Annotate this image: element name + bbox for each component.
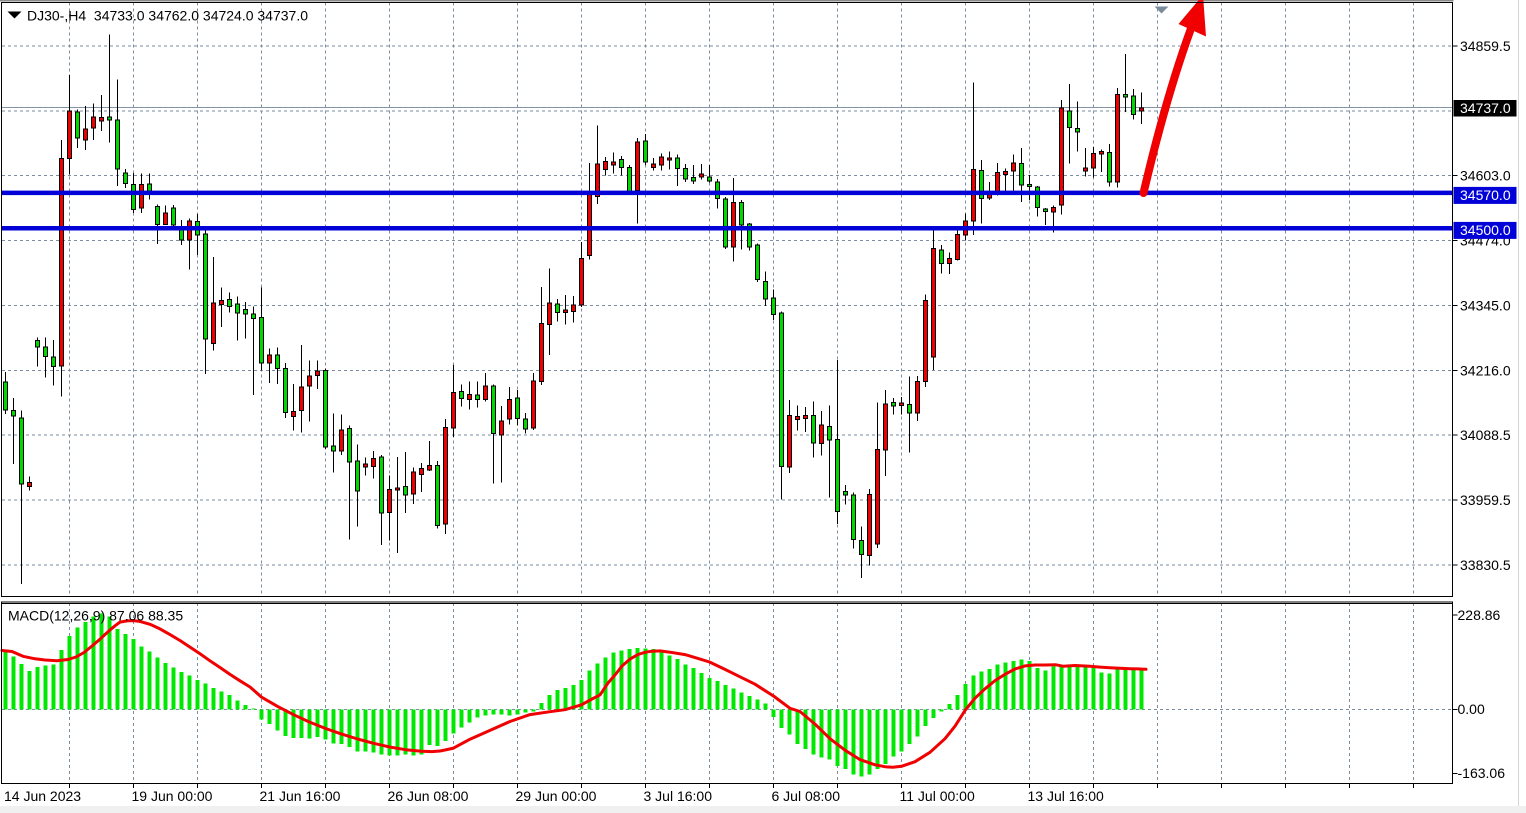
svg-text:33830.5: 33830.5 [1460, 557, 1511, 573]
svg-text:34088.5: 34088.5 [1460, 427, 1511, 443]
svg-text:34216.0: 34216.0 [1460, 362, 1511, 378]
svg-text:13 Jul 16:00: 13 Jul 16:00 [1028, 788, 1104, 804]
svg-text:11 Jul 00:00: 11 Jul 00:00 [900, 788, 975, 804]
svg-text:29 Jun 00:00: 29 Jun 00:00 [516, 788, 597, 804]
svg-text:34345.0: 34345.0 [1460, 298, 1511, 314]
svg-text:26 Jun 08:00: 26 Jun 08:00 [388, 788, 469, 804]
svg-text:34500.0: 34500.0 [1460, 222, 1511, 238]
svg-text:33959.5: 33959.5 [1460, 492, 1511, 508]
svg-text:34859.5: 34859.5 [1460, 38, 1511, 54]
svg-text:0.00: 0.00 [1458, 701, 1485, 717]
svg-text:34570.0: 34570.0 [1460, 187, 1511, 203]
svg-text:-163.06: -163.06 [1458, 765, 1506, 781]
svg-text:21 Jun 16:00: 21 Jun 16:00 [260, 788, 341, 804]
svg-text:MACD(12,26,9) 87.06 88.35: MACD(12,26,9) 87.06 88.35 [8, 608, 183, 624]
svg-text:228.86: 228.86 [1458, 607, 1501, 623]
svg-text:34737.0: 34737.0 [1460, 100, 1511, 116]
svg-text:3 Jul 16:00: 3 Jul 16:00 [644, 788, 713, 804]
svg-text:34603.0: 34603.0 [1460, 168, 1511, 184]
svg-text:6 Jul 08:00: 6 Jul 08:00 [772, 788, 841, 804]
svg-text:14 Jun 2023: 14 Jun 2023 [4, 788, 81, 804]
svg-text:19 Jun 00:00: 19 Jun 00:00 [132, 788, 213, 804]
svg-text:DJ30-,H4 34733.0 34762.0 3472: DJ30-,H4 34733.0 34762.0 34724.0 34737.0 [27, 8, 308, 24]
